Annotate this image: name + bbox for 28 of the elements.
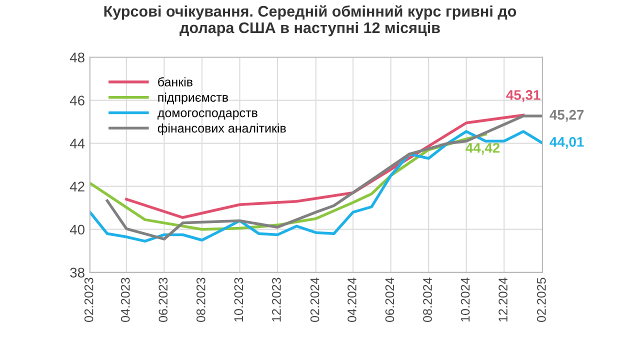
x-tick-label: 10.2024 [460,278,470,322]
y-tick-label: 48 [70,52,84,62]
x-tick-label: 02.2023 [84,278,94,322]
x-tick-label: 06.2023 [158,278,168,322]
chart-title: Курсові очікування. Середній обмінний курс гривні до долара США в наступні 12 місяців [104,5,516,36]
annotation: 44,42 [466,142,500,155]
annotation: 45,27 [550,110,584,122]
x-tick-label: 02.2024 [310,278,320,322]
x-tick-label: 10.2023 [234,278,244,322]
y-tick-label: 46 [70,96,84,106]
annotation: 44,01 [550,136,584,149]
y-tick-label: 42 [70,182,84,192]
legend-label: банків [158,77,192,86]
annotation: 45,31 [506,90,540,102]
x-tick-label: 12.2023 [272,278,281,322]
x-tick-label: 08.2023 [196,278,206,322]
legend-label: домогосподарств [158,110,258,120]
y-tick-label: 44 [70,138,85,148]
x-tick-label: 02.2025 [537,278,546,322]
x-tick-label: 12.2024 [498,278,508,322]
legend-label: підприємств [158,92,228,104]
x-tick-label: 06.2024 [385,278,394,322]
y-tick-label: 38 [70,268,84,278]
x-tick-label: 04.2023 [120,278,130,322]
y-tick-label: 40 [70,224,84,235]
x-tick-label: 04.2024 [348,278,356,322]
legend-label: фінансових аналітиків [158,123,286,136]
x-tick-label: 08.2024 [423,278,432,322]
